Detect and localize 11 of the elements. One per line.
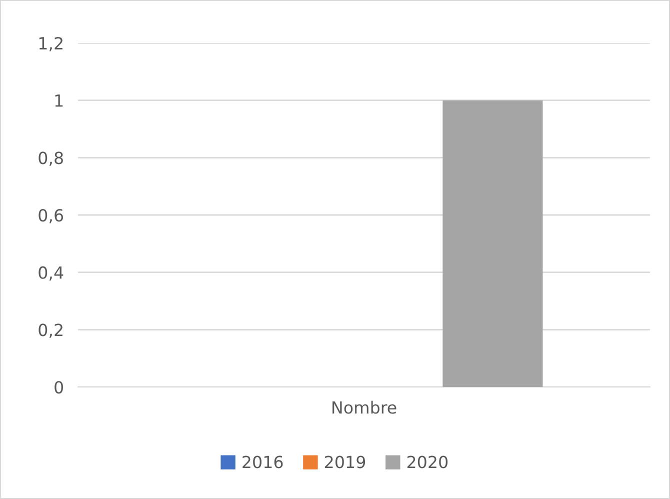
- y-tick-label: 0,6: [38, 208, 64, 224]
- y-tick-label: 1,2: [39, 36, 62, 52]
- legend-label: 2016: [242, 456, 283, 468]
- legend-label: 2019: [325, 456, 366, 468]
- y-tick-label: 0,2: [38, 324, 62, 338]
- x-tick-label: Nombre: [332, 400, 396, 414]
- y-tick-label: 0,4: [38, 266, 64, 281]
- y-tick-label: 1: [55, 94, 63, 107]
- legend-label: 2020: [407, 456, 448, 468]
- y-tick-label: 0: [54, 380, 64, 394]
- y-tick-label: 0,8: [38, 152, 63, 166]
